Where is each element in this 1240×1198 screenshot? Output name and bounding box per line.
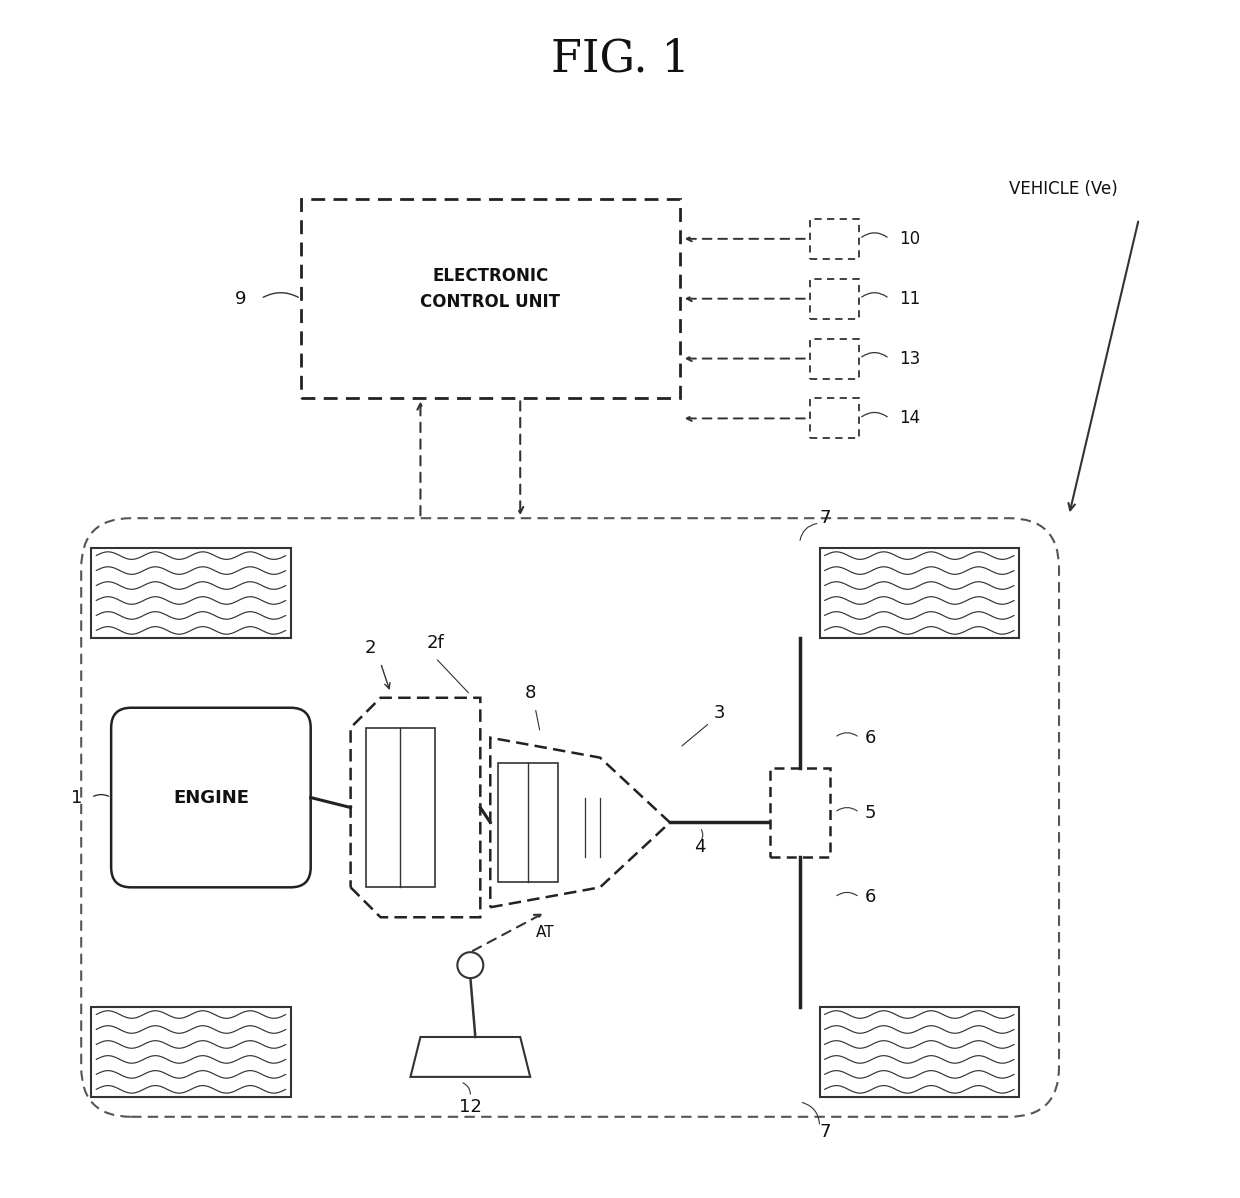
- Bar: [810, 339, 859, 379]
- Text: 11: 11: [899, 290, 920, 308]
- Text: 1: 1: [71, 788, 82, 806]
- Bar: [770, 768, 830, 858]
- Bar: [820, 549, 1019, 637]
- Text: AT: AT: [536, 925, 554, 939]
- Text: 2: 2: [365, 639, 376, 657]
- Bar: [92, 549, 290, 637]
- Text: VEHICLE (Ve): VEHICLE (Ve): [1009, 180, 1118, 198]
- Bar: [301, 199, 680, 399]
- Text: 9: 9: [236, 290, 247, 308]
- FancyBboxPatch shape: [112, 708, 311, 888]
- Text: 6: 6: [864, 728, 875, 746]
- Bar: [810, 219, 859, 259]
- Bar: [366, 727, 435, 888]
- Text: 2f: 2f: [427, 634, 444, 652]
- FancyBboxPatch shape: [81, 519, 1059, 1117]
- Text: FIG. 1: FIG. 1: [551, 37, 689, 80]
- Polygon shape: [490, 738, 670, 907]
- Text: 12: 12: [459, 1097, 482, 1115]
- Bar: [820, 1008, 1019, 1097]
- Bar: [810, 279, 859, 319]
- Text: 4: 4: [694, 839, 706, 857]
- Text: 8: 8: [525, 684, 536, 702]
- Text: 5: 5: [864, 804, 875, 822]
- Text: 13: 13: [899, 350, 920, 368]
- Text: 10: 10: [899, 230, 920, 248]
- Text: 7: 7: [820, 1123, 831, 1140]
- Bar: [498, 763, 558, 883]
- Text: ENGINE: ENGINE: [172, 788, 249, 806]
- Text: 14: 14: [899, 410, 920, 428]
- Bar: [810, 399, 859, 438]
- Text: 6: 6: [864, 888, 875, 907]
- Polygon shape: [351, 697, 480, 918]
- Polygon shape: [410, 1037, 531, 1077]
- Text: 7: 7: [820, 509, 831, 527]
- Bar: [92, 1008, 290, 1097]
- Text: 3: 3: [714, 703, 725, 721]
- Circle shape: [458, 952, 484, 978]
- Text: ELECTRONIC
CONTROL UNIT: ELECTRONIC CONTROL UNIT: [420, 266, 560, 311]
